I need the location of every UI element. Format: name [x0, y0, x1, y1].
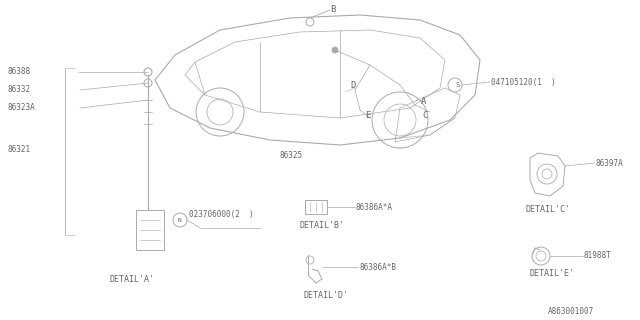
Text: 86321: 86321: [7, 146, 30, 155]
Text: D: D: [350, 81, 355, 90]
Circle shape: [332, 47, 338, 53]
Text: 86388: 86388: [7, 68, 30, 76]
Text: 86325: 86325: [280, 150, 303, 159]
Text: A: A: [421, 98, 426, 107]
Text: 81988T: 81988T: [584, 252, 612, 260]
Text: C: C: [422, 110, 428, 119]
Text: A863001007: A863001007: [548, 308, 595, 316]
Text: 86386A*B: 86386A*B: [359, 262, 396, 271]
Text: 86332: 86332: [7, 85, 30, 94]
Text: 023706000(2  ): 023706000(2 ): [189, 211, 253, 220]
Text: DETAIL'A': DETAIL'A': [110, 276, 155, 284]
Text: S: S: [456, 82, 460, 88]
Text: 86386A*A: 86386A*A: [356, 203, 393, 212]
Text: B: B: [330, 4, 335, 13]
Text: 86323A: 86323A: [7, 103, 35, 113]
Text: 047105120(1  ): 047105120(1 ): [491, 77, 556, 86]
Text: DETAIL'D': DETAIL'D': [303, 291, 348, 300]
Text: N: N: [178, 218, 182, 222]
Text: E: E: [365, 110, 371, 119]
Text: 86397A: 86397A: [596, 158, 624, 167]
Text: DETAIL'C': DETAIL'C': [525, 205, 570, 214]
Text: DETAIL'E': DETAIL'E': [530, 269, 575, 278]
Text: DETAIL'B': DETAIL'B': [300, 220, 345, 229]
